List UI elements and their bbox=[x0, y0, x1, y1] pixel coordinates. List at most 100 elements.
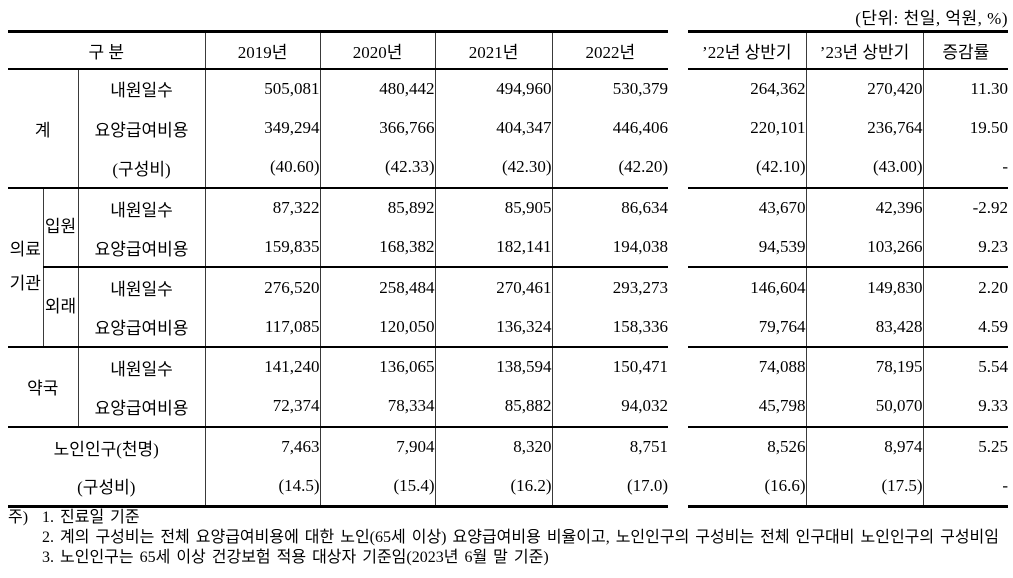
row-label: 요양급여비용 bbox=[77, 227, 206, 269]
value-cell: 258,484 bbox=[319, 267, 436, 308]
column-header-category: 구 분 bbox=[8, 30, 206, 70]
value-cell: (42.20) bbox=[551, 148, 669, 189]
table-gap bbox=[668, 267, 688, 307]
value-cell: 136,324 bbox=[434, 307, 553, 349]
value-cell: (17.0) bbox=[551, 466, 669, 508]
value-cell: 87,322 bbox=[204, 187, 321, 228]
value-cell: (42.33) bbox=[319, 148, 436, 189]
table-gap bbox=[668, 387, 688, 427]
value-cell: 366,766 bbox=[319, 108, 436, 149]
footnote-item: 2. 계의 구성비는 전체 요양급여비용에 대한 노인(65세 이상) 요양급여… bbox=[42, 529, 999, 546]
row-label-elderly-population: 노인인구(천명) bbox=[53, 439, 159, 459]
column-header-22h1: ’22년 상반기 bbox=[688, 30, 807, 70]
value-cell: 79,764 bbox=[688, 307, 807, 349]
table-gap bbox=[668, 466, 688, 506]
value-cell: (14.5) bbox=[204, 466, 321, 508]
value-cell: (40.60) bbox=[204, 148, 321, 189]
table-row: 요양급여비용 72,374 78,334 85,882 94,032 45,79… bbox=[8, 386, 1009, 428]
table-row: 요양급여비용 159,835 168,382 182,141 194,038 9… bbox=[8, 227, 1009, 269]
value-cell: - bbox=[922, 466, 1009, 508]
value-cell: 404,347 bbox=[434, 108, 553, 149]
value-cell: -2.92 bbox=[922, 187, 1009, 228]
value-cell: 138,594 bbox=[434, 347, 553, 387]
value-cell: 85,882 bbox=[434, 386, 553, 428]
group-label-inpatient: 입원 bbox=[42, 187, 78, 269]
elderly-medical-expense-table: 구 분 2019년 2020년 2021년 2022년 ’22년 상반기 ’23… bbox=[8, 30, 1009, 508]
column-header-23h1: ’23년 상반기 bbox=[805, 30, 924, 70]
value-cell: 8,526 bbox=[767, 437, 806, 457]
value-cell: 78,334 bbox=[319, 386, 436, 428]
value-cell: 141,240 bbox=[204, 347, 321, 387]
column-header-2021: 2021년 bbox=[434, 30, 553, 70]
value-cell: (43.00) bbox=[805, 148, 924, 189]
column-header-2019: 2019년 bbox=[204, 30, 321, 70]
table-gap bbox=[668, 32, 688, 69]
footnote-prefix: 주) bbox=[8, 509, 29, 526]
table-gap bbox=[668, 69, 688, 109]
value-cell: 264,362 bbox=[750, 78, 806, 98]
value-cell: 45,798 bbox=[688, 386, 807, 428]
value-cell: 9.23 bbox=[922, 227, 1009, 269]
value-cell: 94,032 bbox=[551, 386, 669, 428]
row-label: 요양급여비용 bbox=[77, 108, 206, 149]
table-row: 의료기관 입원 내원일수 87,322 85,892 85,905 86,634… bbox=[8, 187, 1009, 349]
row-label: 내원일수 bbox=[77, 347, 206, 387]
row-label: 내원일수 bbox=[77, 267, 206, 308]
value-cell: 293,273 bbox=[551, 267, 669, 308]
table-row: 외래 내원일수 276,520 258,484 270,461 293,273 … bbox=[8, 267, 1009, 349]
value-cell: (17.5) bbox=[805, 466, 924, 508]
value-cell: 83,428 bbox=[805, 307, 924, 349]
row-label: 내원일수 bbox=[77, 68, 206, 109]
value-cell: 5.25 bbox=[922, 426, 1009, 467]
value-cell: 50,070 bbox=[805, 386, 924, 428]
value-cell: 446,406 bbox=[551, 108, 669, 149]
group-label-outpatient: 외래 bbox=[42, 267, 78, 349]
footnote-item: 1. 진료일 기준 bbox=[42, 509, 140, 526]
value-cell: 494,960 bbox=[434, 68, 553, 109]
value-cell: 74,088 bbox=[758, 357, 806, 377]
table-row: 계 내원일수 505,081 480,442 494,960 530,379 2… bbox=[8, 68, 1009, 189]
value-cell: 78,195 bbox=[805, 347, 924, 387]
value-cell: 19.50 bbox=[922, 108, 1009, 149]
value-cell: (16.2) bbox=[434, 466, 553, 508]
value-cell: - bbox=[922, 148, 1009, 189]
table-gap bbox=[668, 307, 688, 347]
table-gap bbox=[668, 347, 688, 387]
value-cell: 149,830 bbox=[805, 267, 924, 308]
value-cell: 276,520 bbox=[204, 267, 321, 308]
column-header-change-rate: 증감률 bbox=[922, 30, 1009, 70]
value-cell: 168,382 bbox=[319, 227, 436, 269]
value-cell: 505,081 bbox=[204, 68, 321, 109]
value-cell: 8,751 bbox=[551, 426, 669, 467]
value-cell: 158,336 bbox=[551, 307, 669, 349]
row-label: 요양급여비용 bbox=[77, 307, 206, 349]
footnotes: 주) 1. 진료일 기준 2. 계의 구성비는 전체 요양급여비용에 대한 노인… bbox=[8, 508, 1010, 568]
table-gap bbox=[668, 228, 688, 268]
table-gap bbox=[668, 148, 688, 188]
value-cell: 85,892 bbox=[319, 187, 436, 228]
value-cell: 11.30 bbox=[922, 68, 1009, 109]
table-row: 약국 내원일수 141,240 136,065 138,594 150,471 … bbox=[8, 347, 1009, 428]
table-row: (구성비) (14.5) (15.4) (16.2) (17.0) (16.6)… bbox=[8, 466, 1009, 508]
group-label-pharmacy: 약국 bbox=[8, 347, 78, 428]
row-label: (구성비) bbox=[77, 148, 206, 189]
value-cell: 103,266 bbox=[805, 227, 924, 269]
value-cell: 43,670 bbox=[758, 198, 806, 218]
value-cell: 7,904 bbox=[319, 426, 436, 467]
group-label-total: 계 bbox=[8, 68, 78, 189]
unit-label: (단위: 천일, 억원, %) bbox=[855, 9, 1008, 28]
table-gap bbox=[668, 108, 688, 148]
value-cell: 8,320 bbox=[434, 426, 553, 467]
column-header-2020: 2020년 bbox=[319, 30, 436, 70]
value-cell: 159,835 bbox=[204, 227, 321, 269]
value-cell: 220,101 bbox=[750, 118, 806, 138]
table-row: 노인인구(천명) 7,463 7,904 8,320 8,751 8,526 8… bbox=[8, 426, 1009, 467]
value-cell: 146,604 bbox=[750, 277, 806, 297]
value-cell: 8,974 bbox=[805, 426, 924, 467]
value-cell: 4.59 bbox=[922, 307, 1009, 349]
table-gap bbox=[668, 427, 688, 467]
row-label: 내원일수 bbox=[77, 187, 206, 228]
value-cell: (42.30) bbox=[434, 148, 553, 189]
value-cell: 85,905 bbox=[434, 187, 553, 228]
